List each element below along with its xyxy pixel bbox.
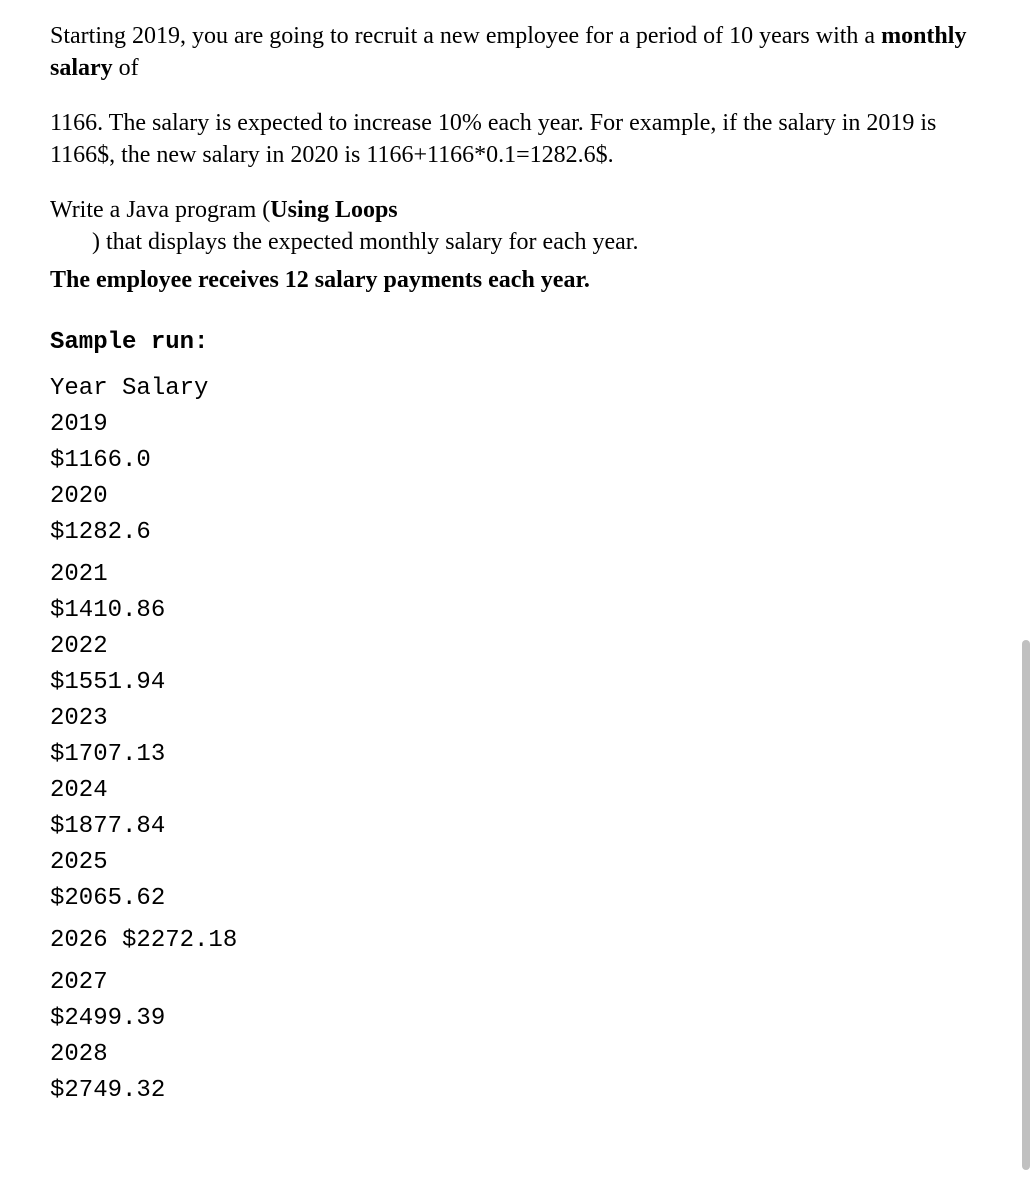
output-line: 2027 [50,965,986,1001]
scrollbar[interactable] [1022,640,1030,1170]
output-line: $2499.39 [50,1001,986,1037]
output-line: $2749.32 [50,1073,986,1109]
paragraph-1: Starting 2019, you are going to recruit … [50,20,986,85]
output-line: 2024 [50,773,986,809]
output-block: Year Salary 2019 $1166.0 2020 $1282.6 20… [50,371,986,1109]
sample-run-label: Sample run: [50,327,986,359]
output-line: 2023 [50,701,986,737]
paragraph-2: 1166. The salary is expected to increase… [50,107,986,172]
p3-text-3: ) that displays the expected monthly sal… [50,229,638,255]
output-line: 2025 [50,845,986,881]
paragraph-3: Write a Java program (Using Loops ) that… [50,194,986,259]
paragraph-4: The employee receives 12 salary payments… [50,264,986,296]
output-line: $1166.0 [50,443,986,479]
output-line: $2065.62 [50,881,986,917]
p3-text-1: Write a Java program ( [50,197,270,223]
output-line: 2028 [50,1037,986,1073]
output-line: $1707.13 [50,737,986,773]
p3-bold: Using Loops [270,197,397,223]
output-line: 2026 $2272.18 [50,923,986,959]
output-line: 2019 [50,407,986,443]
p1-text-1: Starting 2019, you are going to recruit … [50,23,881,49]
output-header: Year Salary [50,371,986,407]
output-line: $1410.86 [50,593,986,629]
output-line: 2022 [50,629,986,665]
output-line: 2021 [50,557,986,593]
output-line: 2020 [50,479,986,515]
output-line: $1877.84 [50,809,986,845]
p1-text-3: of [113,55,139,81]
output-line: $1551.94 [50,665,986,701]
output-line: $1282.6 [50,515,986,551]
